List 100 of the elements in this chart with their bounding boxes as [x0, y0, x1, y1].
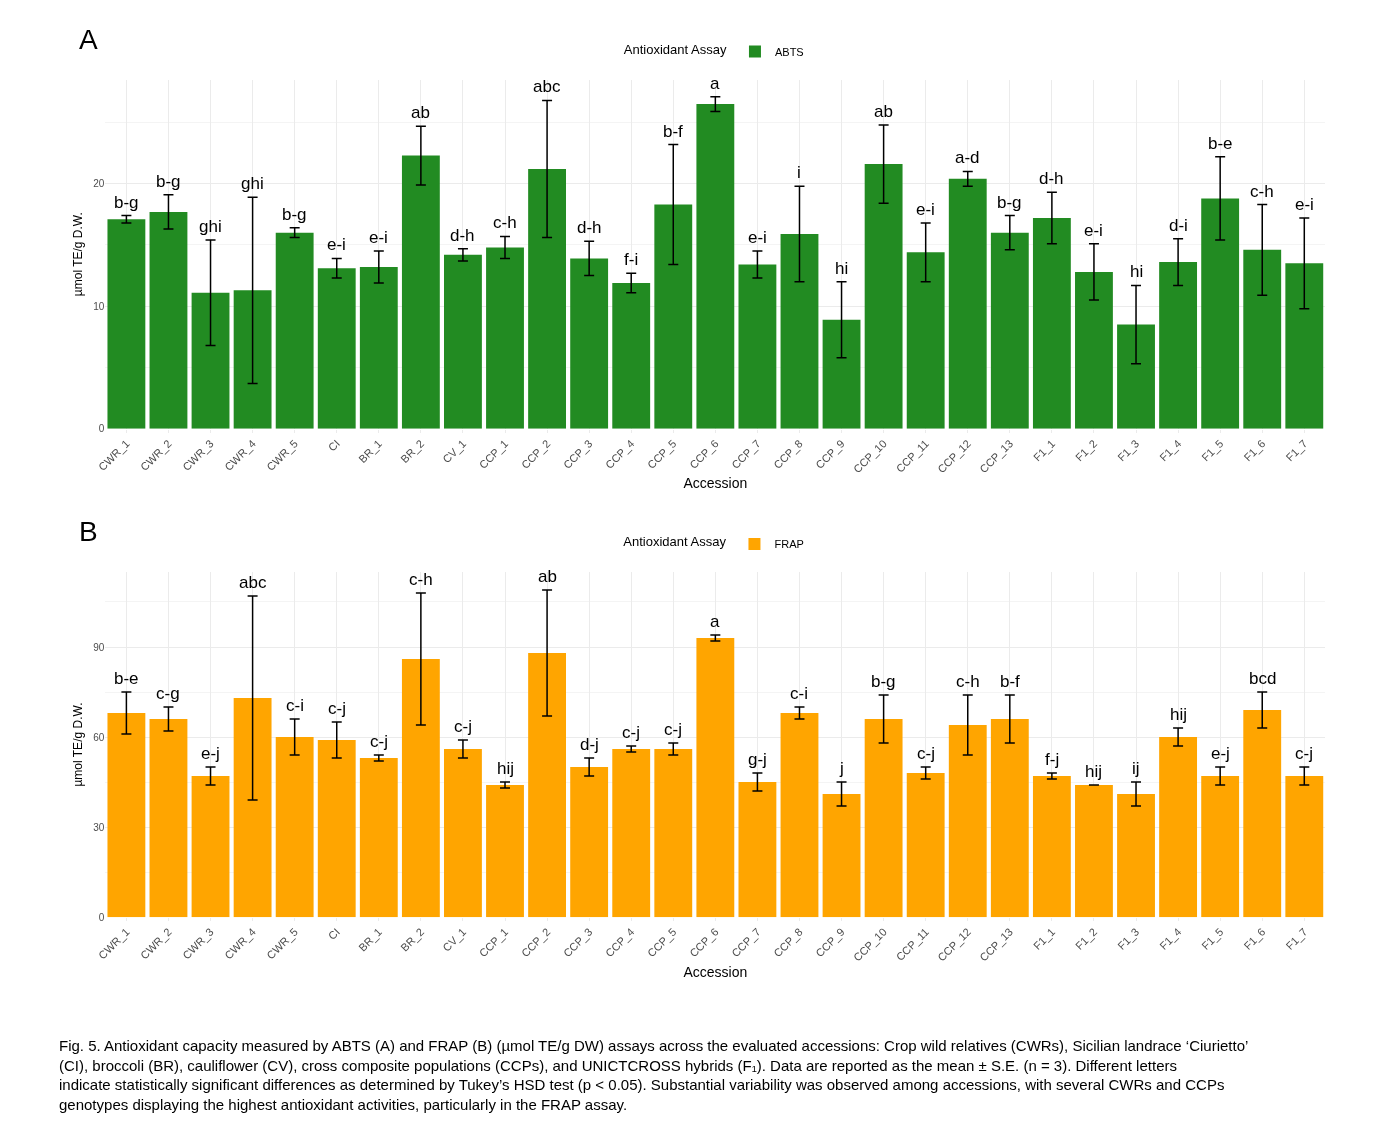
annotation: b-g	[156, 172, 181, 191]
annotation: d-h	[1039, 169, 1064, 188]
chart-title: A	[79, 24, 98, 55]
bar	[486, 785, 524, 918]
annotation: b-e	[1208, 134, 1233, 153]
legend-label: FRAP	[774, 538, 804, 551]
annotation: abc	[533, 77, 561, 96]
bar	[1243, 249, 1282, 429]
legend-title: Antioxidant Assay	[623, 534, 727, 550]
bar	[864, 164, 903, 429]
bar	[696, 104, 735, 429]
bar	[359, 758, 398, 918]
bar	[444, 254, 482, 429]
caption: Fig. 5. Antioxidant capacity measured by ABTS (A) and FRAP (B) (µmol TE/g DW) assays across the evaluated accessions: Crop wild relatives (CWRs), Sicilian landrace ‘Ciurietto’ (CI), broccoli (BR), cauliflower (CV), cross composite populations (CCPs), and UNICTCROSS hybrids (F₁). Data are reported as the mean ± S.E. (n = 3). Different letters indicate statistically significant differences as determined by Tukey’s HSD test (p < 0.05). Substantial variability was observed among accessions, with several CWRs and CCPs genotypes displaying the highest antioxidant activities, particularly in the FRAP assay.	[59, 1037, 1249, 1113]
x-tick-label: CI	[325, 925, 343, 942]
y-tick-label: 60	[93, 731, 105, 743]
bar	[107, 219, 146, 429]
bar	[1075, 785, 1113, 918]
annotation: f-i	[624, 250, 639, 269]
annotation: a-d	[955, 148, 980, 167]
bar	[1285, 263, 1324, 429]
bar	[948, 178, 987, 429]
chart-title: B	[79, 516, 98, 547]
bar	[317, 268, 356, 429]
bar	[359, 267, 398, 429]
bar	[612, 282, 651, 429]
bar	[149, 211, 188, 429]
annotation: ab	[411, 103, 430, 122]
annotation: b-g	[282, 205, 307, 224]
bar	[233, 290, 272, 429]
bar	[275, 232, 314, 429]
annotation: b-g	[114, 193, 139, 212]
annotation: a	[710, 612, 720, 631]
annotation: b-g	[997, 193, 1022, 212]
bar	[864, 719, 903, 918]
bar	[570, 258, 609, 429]
bar	[990, 232, 1029, 429]
annotation: ab	[538, 567, 557, 586]
annotation: hij	[497, 759, 515, 778]
bar	[191, 292, 230, 429]
bar	[1117, 324, 1155, 429]
bar	[780, 233, 819, 429]
bar	[528, 653, 567, 918]
annotation: a	[710, 74, 720, 93]
bar	[654, 204, 693, 429]
annotation: e-i	[369, 228, 388, 247]
x-tick-label: CI	[325, 437, 343, 454]
y-axis-title: µmol TE/g D.W.	[70, 212, 85, 297]
bar	[1075, 271, 1113, 429]
annotation: abc	[239, 573, 267, 592]
bar	[107, 713, 146, 918]
annotation: c-h	[409, 570, 433, 589]
bar	[906, 252, 945, 429]
annotation: c-j	[1295, 744, 1313, 763]
bar	[1201, 198, 1240, 429]
bar	[990, 719, 1029, 918]
bar	[696, 638, 735, 918]
annotation: hij	[1085, 762, 1103, 781]
annotation: d-i	[1169, 216, 1188, 235]
annotation: b-g	[871, 672, 896, 691]
annotation: e-i	[748, 228, 767, 247]
annotation: c-h	[1250, 182, 1274, 201]
bar	[149, 719, 188, 918]
bar	[1032, 218, 1071, 429]
annotation: c-g	[156, 684, 180, 703]
annotation: e-j	[201, 744, 220, 763]
annotation: b-e	[114, 669, 139, 688]
annotation: c-j	[370, 732, 388, 751]
annotation: g-j	[748, 750, 767, 769]
annotation: bcd	[1249, 669, 1277, 688]
x-axis-title: Accession	[683, 475, 748, 492]
legend-label: ABTS	[774, 45, 804, 58]
y-tick-label: 30	[93, 821, 105, 833]
annotation: f-j	[1045, 750, 1060, 769]
y-tick-label: 0	[98, 423, 105, 435]
bar	[275, 737, 314, 918]
annotation: c-j	[664, 720, 682, 739]
bar	[317, 740, 356, 918]
bar	[1243, 710, 1282, 918]
bar	[948, 725, 987, 918]
annotation: j	[839, 759, 844, 778]
annotation: c-i	[790, 684, 808, 703]
bar	[1032, 776, 1071, 918]
annotation: e-i	[327, 235, 346, 254]
annotation: b-f	[1000, 672, 1021, 691]
bar	[1159, 737, 1198, 918]
bar	[1117, 794, 1155, 918]
annotation: c-j	[622, 723, 640, 742]
y-tick-label: 0	[98, 911, 105, 923]
annotation: ab	[874, 102, 893, 121]
annotation: c-h	[493, 213, 517, 232]
annotation: c-i	[286, 696, 304, 715]
annotation: c-j	[917, 744, 935, 763]
y-tick-label: 90	[93, 641, 105, 653]
bar	[528, 169, 567, 429]
annotation: c-h	[956, 672, 980, 691]
annotation: e-j	[1211, 744, 1230, 763]
y-axis-title: µmol TE/g D.W.	[70, 702, 85, 787]
bar	[401, 155, 440, 429]
bar	[654, 749, 693, 918]
